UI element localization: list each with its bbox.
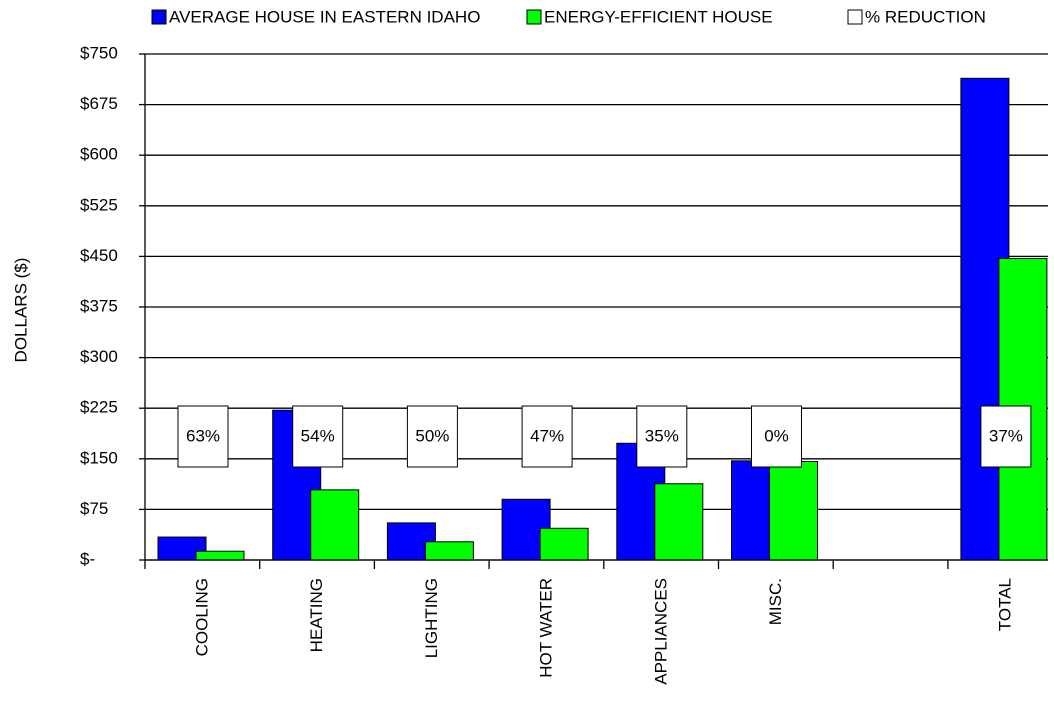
bar xyxy=(310,489,360,561)
reduction-box xyxy=(751,405,802,468)
x-tick-label: MISC. xyxy=(766,578,785,625)
data-label: 50% xyxy=(415,426,449,445)
y-tick-label: $600 xyxy=(80,145,118,164)
y-tick-label: $- xyxy=(80,549,95,568)
reduction-box xyxy=(521,405,573,468)
data-label: 0% xyxy=(764,426,789,445)
reduction-box xyxy=(636,405,688,468)
data-label: 63% xyxy=(186,426,220,445)
data-label: 35% xyxy=(645,426,679,445)
bar xyxy=(195,550,245,561)
y-tick-label: $225 xyxy=(80,398,118,417)
y-tick-label: $750 xyxy=(80,43,118,62)
x-tick-label: APPLIANCES xyxy=(651,578,670,685)
x-tick-label: HEATING xyxy=(307,578,326,652)
x-tick-label: LIGHTING xyxy=(422,578,441,658)
y-tick-label: $675 xyxy=(80,94,118,113)
y-tick-label: $300 xyxy=(80,347,118,366)
reduction-box xyxy=(177,405,229,468)
x-tick-label: COOLING xyxy=(192,578,211,656)
x-tick-label: TOTAL xyxy=(995,578,1014,631)
bar xyxy=(424,541,474,561)
data-label: 37% xyxy=(989,426,1023,445)
plot-area xyxy=(157,77,1048,561)
reduction-box xyxy=(406,405,458,468)
y-tick-label: $450 xyxy=(80,246,118,265)
bar xyxy=(769,460,818,561)
data-label: 47% xyxy=(530,426,564,445)
legend-label: ENERGY-EFFICIENT HOUSE xyxy=(544,7,773,26)
reduction-box xyxy=(980,405,1032,468)
x-tick-label: HOT WATER xyxy=(537,578,556,678)
legend-swatch xyxy=(151,9,167,25)
legend-label: AVERAGE HOUSE IN EASTERN IDAHO xyxy=(169,7,480,26)
legend-swatch xyxy=(526,9,542,25)
y-axis-title: DOLLARS ($) xyxy=(11,258,30,363)
bar xyxy=(654,483,704,561)
data-label: 54% xyxy=(301,426,335,445)
y-tick-label: $75 xyxy=(80,499,108,518)
legend-swatch xyxy=(847,9,863,25)
legend-label: % REDUCTION xyxy=(865,7,986,26)
reduction-box xyxy=(292,405,344,468)
y-tick-label: $375 xyxy=(80,296,118,315)
y-tick-label: $150 xyxy=(80,448,118,467)
bar xyxy=(539,527,589,561)
y-tick-label: $525 xyxy=(80,195,118,214)
